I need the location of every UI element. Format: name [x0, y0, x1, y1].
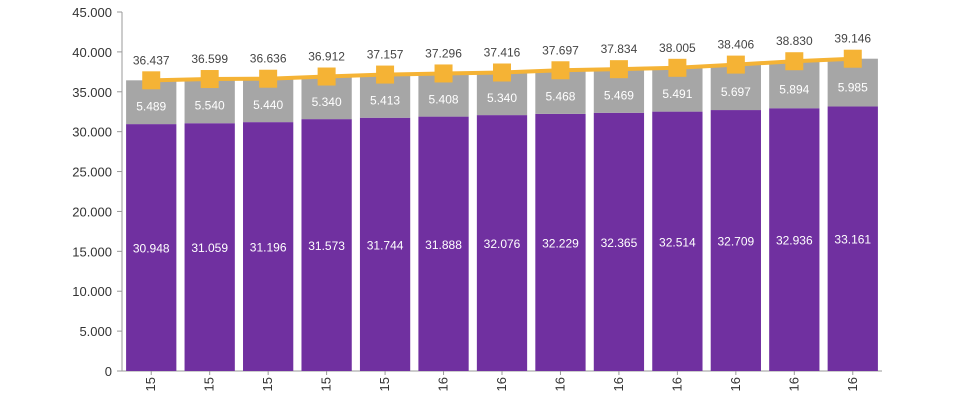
bar-value-label: 5.413 — [370, 94, 400, 108]
bar-segment-base — [184, 123, 235, 371]
bar-value-label: 31.196 — [250, 241, 287, 255]
x-tick-label: 16 — [728, 377, 743, 391]
total-value-label: 36.636 — [250, 52, 287, 66]
bar-segment-base — [126, 124, 177, 372]
bar-value-label: 31.744 — [367, 238, 404, 252]
bar-segment-base — [710, 110, 761, 371]
total-value-label: 38.406 — [717, 38, 754, 52]
bar-segment-base — [476, 115, 528, 371]
bar-value-label: 31.059 — [191, 241, 228, 255]
total-marker — [843, 49, 862, 68]
total-value-label: 37.416 — [484, 46, 521, 60]
bars — [126, 58, 878, 372]
bar-value-label: 5.440 — [253, 98, 283, 112]
bar-segment-base — [243, 122, 294, 371]
bar-segment-base — [769, 108, 820, 372]
total-marker — [493, 63, 511, 82]
bar-value-label: 32.076 — [484, 237, 521, 251]
total-value-label: 39.146 — [834, 32, 871, 46]
total-value-label: 36.912 — [308, 50, 345, 64]
bar-segment-base — [535, 113, 586, 371]
x-tick-label: 15 — [143, 377, 158, 391]
total-marker — [551, 61, 570, 80]
total-value-label: 38.830 — [776, 34, 813, 48]
total-marker — [785, 52, 804, 71]
bar-value-label: 32.936 — [776, 234, 813, 248]
x-tick-label: 16 — [552, 377, 567, 391]
total-value-label: 37.697 — [542, 43, 579, 57]
bar-segment-base — [652, 111, 703, 371]
total-marker — [668, 58, 687, 77]
total-marker — [609, 60, 628, 79]
bar-segment-base — [593, 112, 645, 371]
x-tick-label: 16 — [845, 377, 860, 391]
total-marker — [259, 69, 278, 88]
total-value-label: 37.157 — [367, 48, 404, 62]
y-tick-label: 45.000 — [72, 5, 112, 20]
bar-value-label: 5.489 — [136, 100, 166, 114]
x-tick-label: 15 — [202, 377, 217, 391]
bar-value-label: 5.340 — [312, 95, 342, 109]
x-tick-label: 16 — [611, 377, 626, 391]
bar-segment-base — [359, 117, 411, 372]
total-marker — [726, 55, 745, 74]
total-marker — [434, 64, 453, 83]
bar-value-label: 30.948 — [133, 242, 170, 256]
bar-value-label: 32.514 — [659, 235, 696, 249]
y-tick-label: 0 — [105, 364, 112, 379]
bar-value-label: 5.340 — [487, 91, 517, 105]
bar-segment-base — [827, 106, 878, 371]
y-tick-label: 20.000 — [72, 204, 112, 219]
x-tick-label: 16 — [786, 377, 801, 391]
y-tick-label: 5.000 — [79, 324, 112, 339]
bar-value-label: 5.697 — [721, 85, 751, 99]
bar-value-label: 5.540 — [195, 99, 225, 113]
x-tick-label: 15 — [377, 377, 392, 391]
axes: 0 5.000 10.000 15.000 20.000 25.000 30.000 35.0… — [72, 5, 882, 391]
total-value-label: 38.005 — [659, 41, 696, 55]
total-marker — [317, 67, 336, 86]
x-tick-label: 15 — [319, 377, 334, 391]
total-value-label: 36.599 — [191, 52, 228, 66]
bar-value-label: 31.888 — [425, 238, 462, 252]
bar-value-label: 32.229 — [542, 236, 579, 250]
x-tick-label: 16 — [436, 377, 451, 391]
y-tick-label: 35.000 — [72, 85, 112, 100]
bar-value-label: 31.573 — [308, 239, 345, 253]
bar-value-label: 5.469 — [604, 88, 634, 102]
bar-value-label: 5.491 — [662, 87, 692, 101]
total-value-label: 36.437 — [133, 53, 170, 67]
bar-value-label: 5.468 — [545, 90, 575, 104]
bar-value-label: 32.365 — [601, 236, 638, 250]
bar-segment-base — [301, 119, 352, 372]
y-tick-label: 30.000 — [72, 125, 112, 140]
total-marker — [200, 70, 219, 89]
data-labels: 30.948 5.489 31.059 5.540 31.196 5.440 31.573 5… — [133, 32, 872, 256]
total-value-label: 37.296 — [425, 46, 462, 60]
bar-value-label: 5.985 — [838, 80, 868, 94]
total-value-label: 37.834 — [601, 42, 638, 56]
total-line — [142, 49, 862, 90]
y-tick-label: 40.000 — [72, 45, 112, 60]
total-marker — [376, 65, 395, 84]
y-tick-label: 10.000 — [72, 284, 112, 299]
bar-value-label: 32.709 — [717, 235, 754, 249]
bar-value-label: 33.161 — [834, 233, 871, 247]
x-tick-label: 16 — [669, 377, 684, 391]
y-tick-label: 25.000 — [72, 165, 112, 180]
bar-segment-base — [418, 116, 469, 372]
x-tick-label: 15 — [260, 377, 275, 391]
bar-value-label: 5.408 — [429, 92, 459, 106]
y-tick-label: 15.000 — [72, 244, 112, 259]
total-marker — [142, 71, 161, 90]
bar-value-label: 5.894 — [779, 82, 809, 96]
x-tick-label: 16 — [494, 377, 509, 391]
